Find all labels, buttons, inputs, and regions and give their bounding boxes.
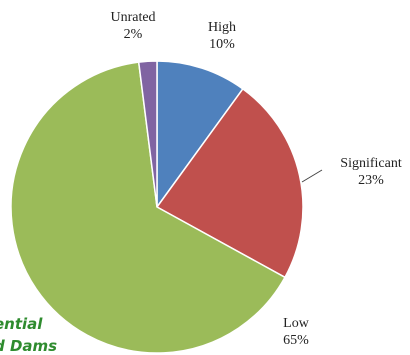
- leader-line-significant: [301, 169, 323, 183]
- slice-label-unrated: Unrated: [110, 10, 155, 25]
- caption-line-1: ential: [0, 315, 43, 333]
- pie-slice-high: [156, 60, 244, 210]
- slice-percent-unrated: 2%: [124, 27, 143, 42]
- slice-label-high: High: [208, 20, 236, 35]
- chart-caption: ential d Dams: [0, 315, 57, 355]
- slice-percent-high: 10%: [209, 37, 235, 52]
- pie-slice-significant: [155, 87, 304, 279]
- pie-labels: High 10% Significant 23% Low 65% Unrated 2%: [110, 10, 401, 348]
- slice-percent-low: 65%: [283, 333, 309, 348]
- slice-label-low: Low: [283, 316, 310, 331]
- caption-line-2: d Dams: [0, 337, 57, 355]
- slice-label-significant: Significant: [340, 156, 402, 171]
- slice-percent-significant: 23%: [358, 173, 384, 188]
- pie-slice-low: [10, 61, 286, 354]
- pie-slices: [10, 60, 304, 354]
- pie-slice-unrated: [137, 60, 158, 208]
